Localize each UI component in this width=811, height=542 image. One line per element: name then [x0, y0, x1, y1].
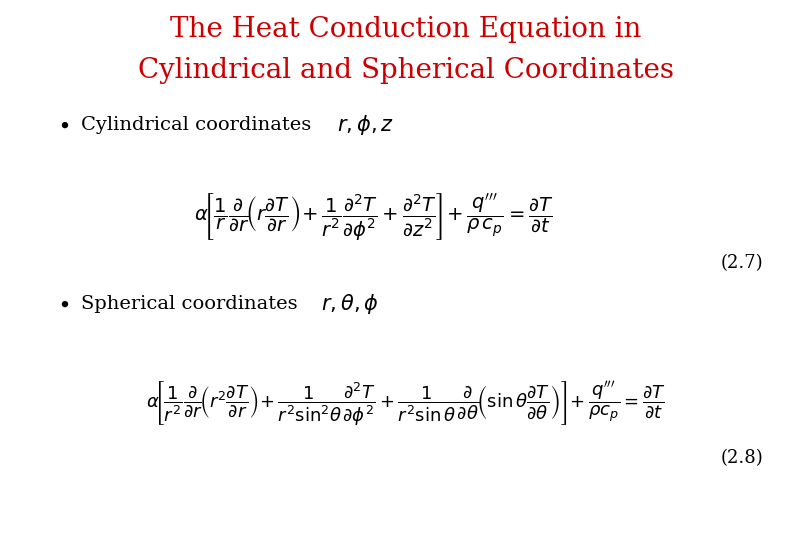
Text: $r,\phi,z$: $r,\phi,z$ [337, 113, 393, 137]
Text: Cylindrical coordinates: Cylindrical coordinates [81, 115, 311, 134]
Text: $r,\theta,\phi$: $r,\theta,\phi$ [320, 292, 378, 315]
Text: $\alpha\!\left[\dfrac{1}{r}\dfrac{\partial}{\partial r}\!\left(r\dfrac{\partial : $\alpha\!\left[\dfrac{1}{r}\dfrac{\parti… [194, 191, 552, 243]
Text: $\bullet$: $\bullet$ [57, 294, 69, 313]
Text: $\bullet$: $\bullet$ [57, 115, 69, 134]
Text: Spherical coordinates: Spherical coordinates [81, 294, 298, 313]
Text: The Heat Conduction Equation in: The Heat Conduction Equation in [170, 16, 641, 43]
Text: (2.8): (2.8) [719, 449, 762, 467]
Text: $\alpha\!\left[\dfrac{1}{r^2}\dfrac{\partial}{\partial r}\!\left(r^2\dfrac{\part: $\alpha\!\left[\dfrac{1}{r^2}\dfrac{\par… [146, 379, 665, 428]
Text: (2.7): (2.7) [720, 254, 762, 272]
Text: Cylindrical and Spherical Coordinates: Cylindrical and Spherical Coordinates [138, 57, 673, 84]
